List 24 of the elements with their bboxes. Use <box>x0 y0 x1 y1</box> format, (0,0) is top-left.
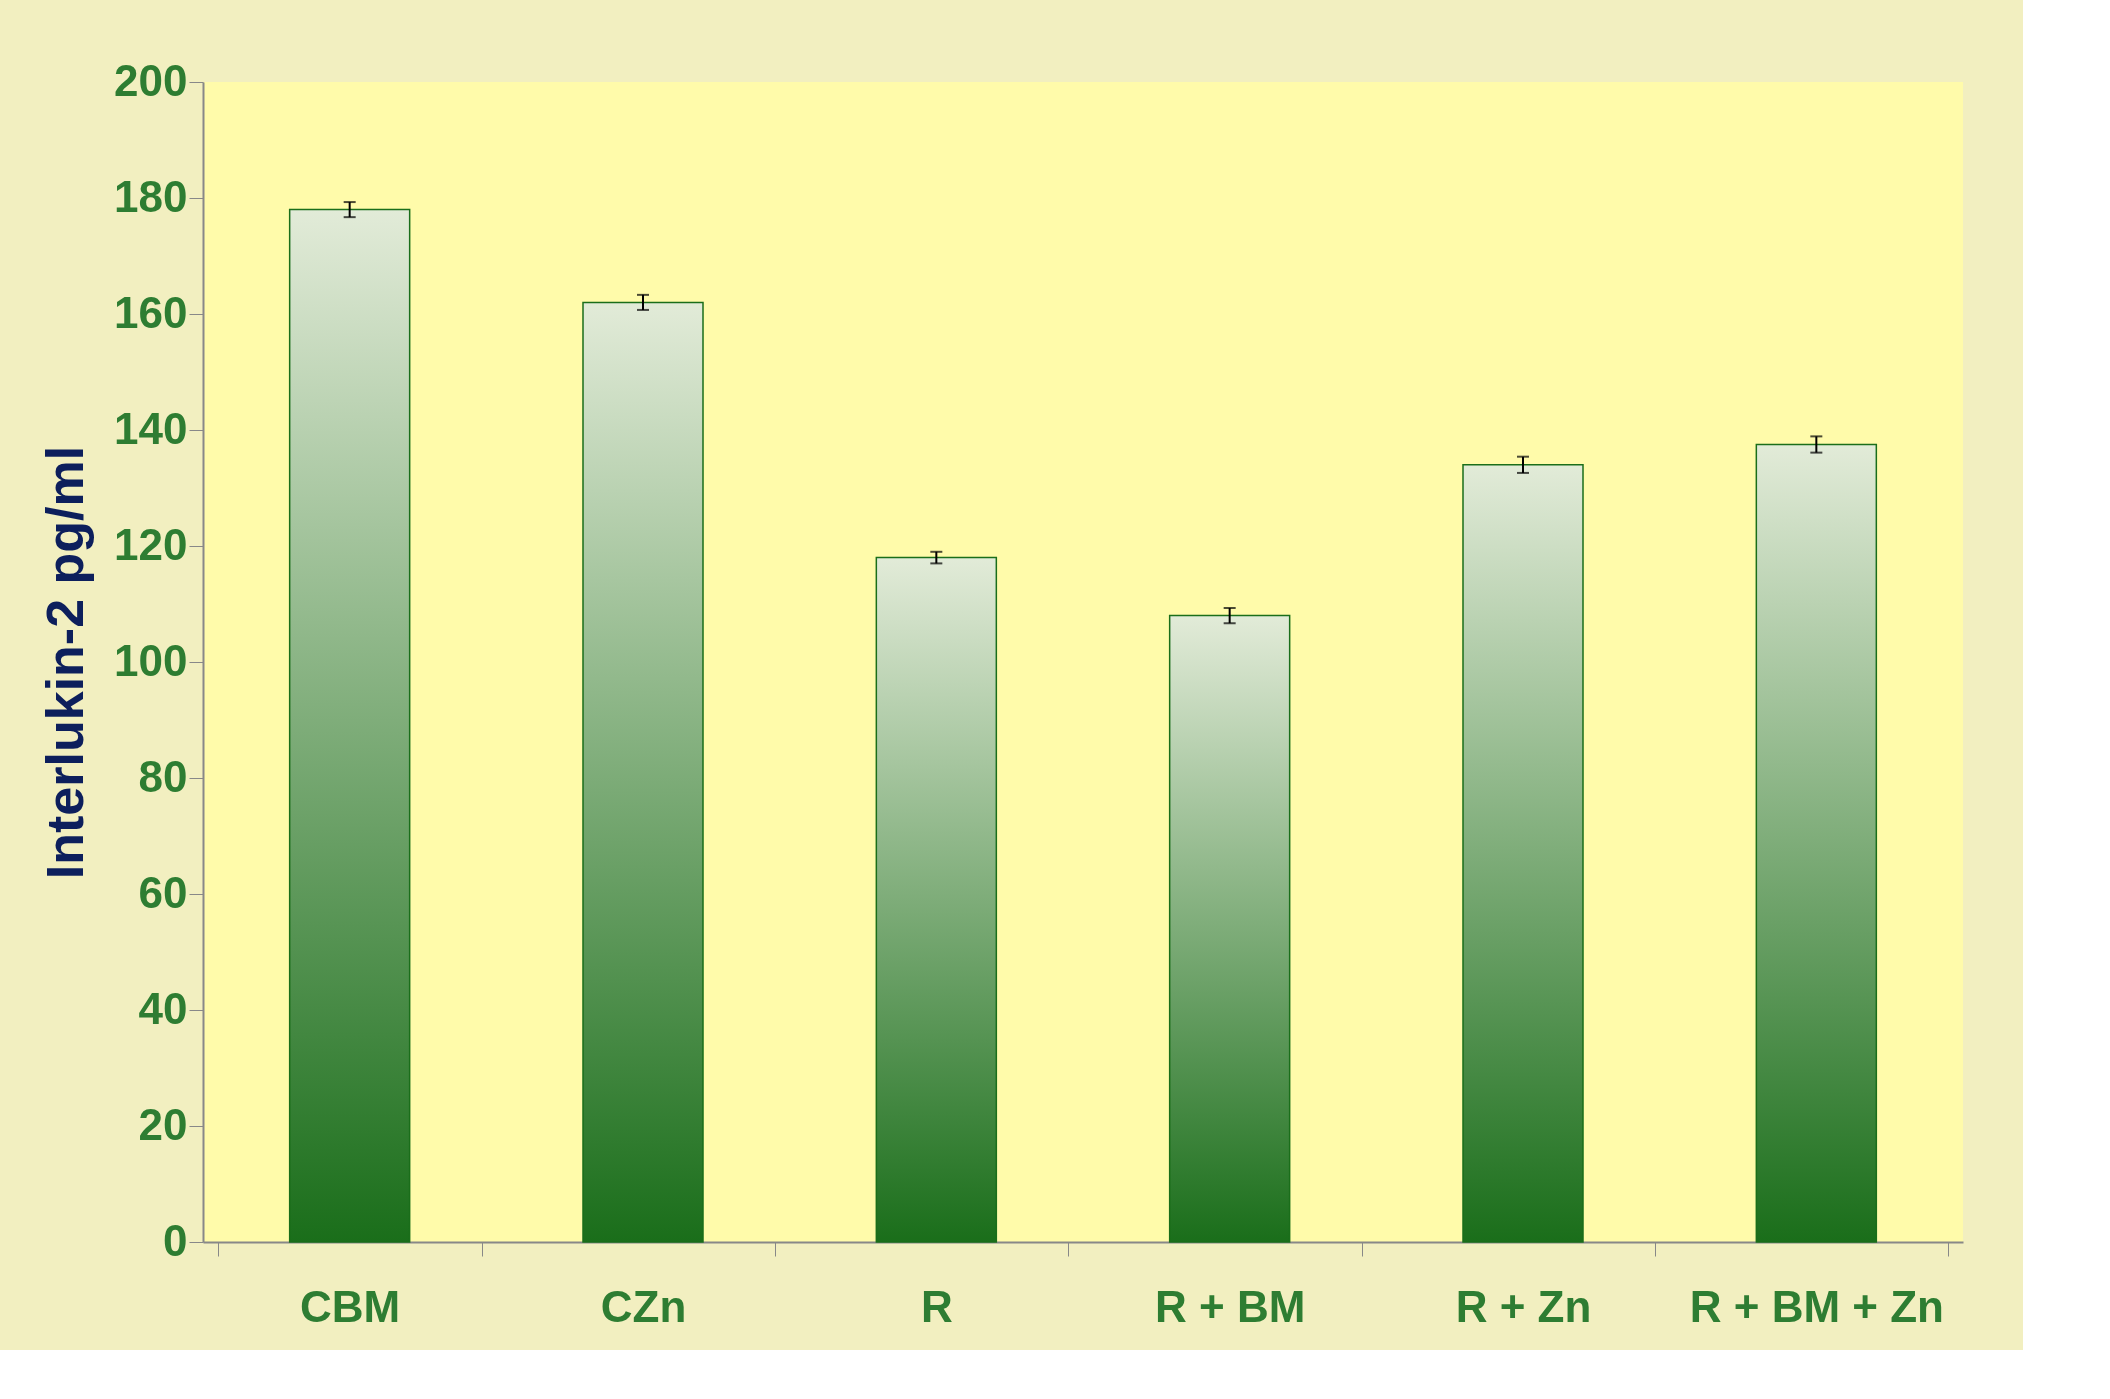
y-tick-label: 20 <box>138 1099 188 1149</box>
y-axis-title: Interlukin-2 pg/ml <box>36 445 95 880</box>
y-tick-label: 160 <box>114 287 188 337</box>
x-tick-label: CBM <box>300 1281 401 1331</box>
y-tick-label: 40 <box>138 983 188 1033</box>
x-tick-label: R + BM + Zn <box>1689 1281 1944 1331</box>
bar <box>1168 614 1291 1243</box>
x-tick-label: R + Zn <box>1455 1281 1592 1331</box>
y-tick-label: 0 <box>163 1215 188 1265</box>
y-tick-label: 180 <box>114 171 188 221</box>
y-tick-label: 60 <box>138 867 188 917</box>
x-tick-label: CZn <box>600 1281 687 1331</box>
y-tick-label: 140 <box>114 403 188 453</box>
bar <box>582 301 704 1243</box>
bar <box>1462 464 1584 1243</box>
bar <box>1755 443 1878 1243</box>
y-tick-label: 200 <box>114 55 188 105</box>
bar <box>288 208 411 1243</box>
y-tick-label: 80 <box>138 751 188 801</box>
y-tick-label: 100 <box>114 635 188 685</box>
bar <box>875 556 998 1243</box>
y-tick-label: 120 <box>114 519 188 569</box>
x-tick-label: R + BM <box>1154 1281 1306 1331</box>
x-tick-label: R <box>920 1281 953 1331</box>
